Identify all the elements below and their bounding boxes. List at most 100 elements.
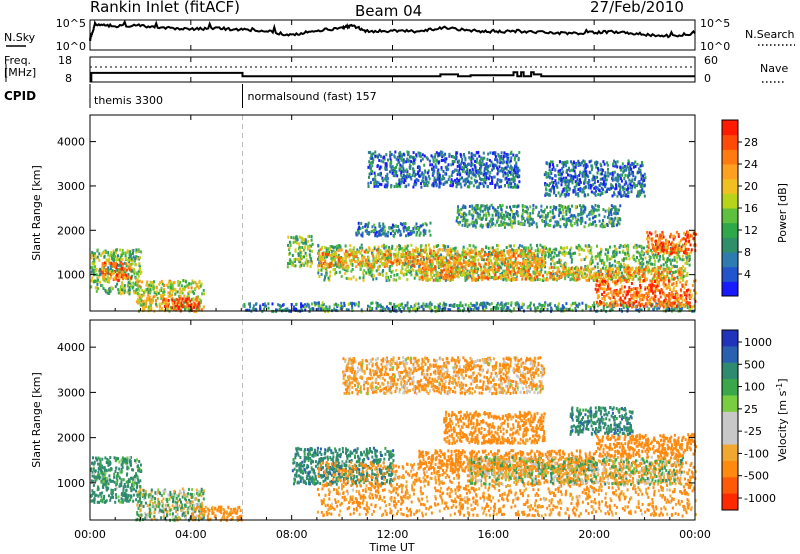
- scatter-cell: [487, 251, 490, 254]
- scatter-cell: [614, 298, 617, 301]
- scatter-cell: [133, 272, 136, 276]
- scatter-cell: [508, 278, 511, 281]
- scatter-cell: [572, 277, 574, 281]
- scatter-cell: [495, 304, 498, 307]
- scatter-cell: [498, 223, 501, 227]
- scatter-cell: [428, 243, 430, 247]
- scatter-cell: [580, 212, 583, 216]
- scatter-cell: [292, 236, 295, 240]
- scatter-cell: [365, 248, 368, 252]
- scatter-cell: [369, 270, 372, 274]
- scatter-cell: [606, 281, 608, 285]
- scatter-cell: [460, 273, 463, 277]
- scatter-cell: [610, 277, 613, 281]
- scatter-cell: [635, 304, 638, 308]
- scatter-cell: [122, 266, 125, 270]
- scatter-cell: [138, 279, 141, 283]
- scatter-cell: [535, 222, 538, 226]
- scatter-cell: [471, 204, 474, 208]
- scatter-cell: [437, 248, 440, 252]
- scatter-cell: [330, 245, 333, 249]
- scatter-cell: [350, 252, 353, 256]
- scatter-cell: [381, 270, 384, 274]
- scatter-cell: [641, 293, 644, 297]
- scatter-cell: [475, 204, 478, 208]
- scatter-cell: [139, 298, 142, 302]
- scatter-cell: [603, 283, 606, 287]
- scatter-cell: [490, 308, 493, 311]
- scatter-cell: [411, 264, 414, 267]
- scatter-cell: [288, 240, 291, 244]
- scatter-cell: [249, 305, 252, 309]
- scatter-cell: [118, 277, 121, 281]
- scatter-cell: [541, 278, 544, 282]
- scatter-cell: [310, 244, 313, 248]
- scatter-cell: [139, 256, 141, 260]
- scatter-cell: [594, 287, 597, 291]
- scatter-cell: [613, 289, 616, 293]
- scatter-cell: [534, 269, 537, 273]
- scatter-cell: [507, 268, 510, 272]
- scatter-cell: [560, 204, 562, 208]
- scatter-cell: [372, 254, 375, 258]
- scatter-cell: [614, 247, 617, 251]
- scatter-cell: [503, 249, 506, 253]
- scatter-cell: [470, 266, 473, 270]
- scatter-cell: [264, 304, 267, 308]
- scatter-cell: [676, 256, 679, 260]
- scatter-cell: [372, 274, 375, 278]
- scatter-cell: [489, 268, 492, 271]
- scatter-cell: [403, 308, 405, 312]
- scatter-cell: [408, 262, 411, 266]
- scatter-cell: [494, 276, 497, 280]
- scatter-cell: [305, 304, 308, 308]
- scatter-cell: [294, 264, 297, 268]
- scatter-cell: [450, 261, 453, 265]
- scatter-cell: [469, 302, 472, 306]
- scatter-cell: [298, 258, 301, 262]
- scatter-cell: [626, 266, 629, 270]
- scatter-cell: [519, 269, 522, 273]
- scatter-cell: [304, 251, 307, 255]
- scatter-cell: [581, 219, 584, 223]
- scatter-cell: [505, 269, 508, 273]
- scatter-cell: [414, 273, 417, 277]
- scatter-cell: [648, 288, 650, 292]
- scatter-cell: [443, 261, 446, 265]
- scatter-cell: [497, 306, 499, 310]
- scatter-cell: [636, 267, 639, 270]
- scatter-cell: [368, 247, 371, 251]
- scatter-cell: [138, 284, 141, 288]
- scatter-cell: [516, 211, 519, 214]
- scatter-cell: [387, 307, 390, 310]
- scatter-cell: [582, 211, 585, 215]
- scatter-cell: [410, 305, 413, 309]
- scatter-cell: [345, 276, 348, 280]
- scatter-cell: [132, 255, 135, 259]
- scatter-cell: [598, 283, 601, 287]
- scatter-cell: [356, 248, 359, 252]
- scatter-cell: [478, 207, 481, 211]
- scatter-cell: [474, 248, 477, 252]
- scatter-cell: [686, 258, 689, 262]
- power-scatter: [90, 115, 697, 313]
- scatter-cell: [570, 224, 573, 228]
- scatter-cell: [371, 301, 374, 305]
- scatter-cell: [637, 291, 640, 295]
- scatter-cell: [332, 257, 335, 261]
- scatter-cell: [443, 256, 446, 260]
- scatter-cell: [649, 301, 652, 305]
- scatter-cell: [288, 262, 291, 265]
- scatter-cell: [426, 263, 429, 267]
- scatter-cell: [368, 269, 371, 273]
- scatter-cell: [678, 302, 681, 306]
- scatter-cell: [302, 238, 305, 242]
- scatter-cell: [393, 303, 396, 307]
- scatter-cell: [430, 264, 433, 268]
- scatter-cell: [513, 254, 516, 258]
- scatter-cell: [629, 276, 632, 280]
- scatter-cell: [413, 249, 416, 253]
- scatter-cell: [557, 302, 560, 306]
- scatter-cell: [689, 304, 692, 308]
- scatter-cell: [676, 265, 678, 269]
